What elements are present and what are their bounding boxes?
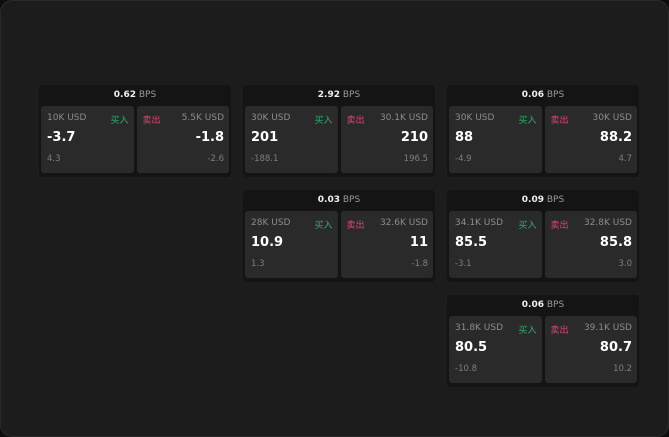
ask-size: 32.8K USD (583, 218, 632, 228)
quote-card: 2.92 BPS 30K USD 买入 201 -188.1 卖出 30.1K US… (243, 85, 435, 177)
spread-unit: BPS (546, 300, 565, 310)
sell-button[interactable]: 卖出 32.6K USD 11 -1.8 (340, 211, 433, 278)
bid-change: -3.1 (455, 259, 472, 269)
spread-value: 0.06 (521, 90, 544, 100)
bid-price: 80.5 (455, 340, 488, 355)
spread-unit: BPS (138, 90, 157, 100)
bid-size: 30K USD (251, 113, 291, 123)
sell-button[interactable]: 卖出 39.1K USD 80.7 10.2 (544, 316, 637, 383)
buy-button[interactable]: 28K USD 买入 10.9 1.3 (245, 211, 338, 278)
ask-change: 10.2 (613, 364, 632, 374)
bid-price: 201 (251, 130, 279, 145)
ask-change: -2.6 (207, 154, 224, 164)
spread-header: 0.06 BPS (447, 85, 639, 106)
buy-label: 买入 (314, 116, 333, 126)
sell-button[interactable]: 卖出 5.5K USD -1.8 -2.6 (136, 106, 229, 173)
ask-price: -1.8 (195, 130, 224, 145)
sell-label: 卖出 (142, 116, 161, 126)
sell-label: 卖出 (346, 221, 365, 231)
sell-label: 卖出 (550, 116, 569, 126)
spread-header: 0.62 BPS (39, 85, 231, 106)
bid-size: 30K USD (455, 113, 495, 123)
ask-price: 88.2 (599, 130, 632, 145)
ask-size: 30K USD (592, 113, 632, 123)
sell-button[interactable]: 卖出 30K USD 88.2 4.7 (544, 106, 637, 173)
ask-change: -1.8 (411, 259, 428, 269)
ask-change: 196.5 (403, 154, 428, 164)
spread-value: 0.06 (521, 300, 544, 310)
spread-value: 0.09 (521, 195, 544, 205)
ask-price: 80.7 (599, 340, 632, 355)
buy-button[interactable]: 10K USD 买入 -3.7 4.3 (41, 106, 134, 173)
sell-button[interactable]: 卖出 30.1K USD 210 196.5 (340, 106, 433, 173)
ask-price: 210 (400, 130, 428, 145)
buy-label: 买入 (518, 326, 537, 336)
quote-card: 0.03 BPS 28K USD 买入 10.9 1.3 卖出 32.6K USD … (243, 190, 435, 282)
quote-card: 0.09 BPS 34.1K USD 买入 85.5 -3.1 卖出 32.8K U… (447, 190, 639, 282)
bid-change: -188.1 (251, 154, 279, 164)
spread-value: 0.03 (317, 195, 340, 205)
spread-unit: BPS (342, 90, 361, 100)
buy-button[interactable]: 30K USD 买入 88 -4.9 (449, 106, 542, 173)
spread-value: 0.62 (113, 90, 136, 100)
quote-card: 0.06 BPS 30K USD 买入 88 -4.9 卖出 30K USD 88.… (447, 85, 639, 177)
spread-unit: BPS (342, 195, 361, 205)
sell-label: 卖出 (550, 221, 569, 231)
spread-value: 2.92 (317, 90, 340, 100)
spread-header: 2.92 BPS (243, 85, 435, 106)
bid-price: 85.5 (455, 235, 488, 250)
spread-header: 0.06 BPS (447, 295, 639, 316)
quote-card: 0.62 BPS 10K USD 买入 -3.7 4.3 卖出 5.5K USD -… (39, 85, 231, 177)
bid-size: 10K USD (47, 113, 87, 123)
bid-price: -3.7 (47, 130, 76, 145)
spread-unit: BPS (546, 195, 565, 205)
sell-label: 卖出 (346, 116, 365, 126)
ask-change: 3.0 (618, 259, 632, 269)
bid-size: 34.1K USD (455, 218, 504, 228)
ask-size: 39.1K USD (583, 323, 632, 333)
spread-unit: BPS (546, 90, 565, 100)
buy-button[interactable]: 34.1K USD 买入 85.5 -3.1 (449, 211, 542, 278)
quote-card: 0.06 BPS 31.8K USD 买入 80.5 -10.8 卖出 39.1K … (447, 295, 639, 387)
spread-header: 0.09 BPS (447, 190, 639, 211)
ask-size: 5.5K USD (181, 113, 224, 123)
bid-change: -10.8 (455, 364, 477, 374)
bid-size: 31.8K USD (455, 323, 504, 333)
ask-price: 11 (409, 235, 428, 250)
buy-button[interactable]: 30K USD 买入 201 -188.1 (245, 106, 338, 173)
buy-button[interactable]: 31.8K USD 买入 80.5 -10.8 (449, 316, 542, 383)
sell-button[interactable]: 卖出 32.8K USD 85.8 3.0 (544, 211, 637, 278)
buy-label: 买入 (518, 221, 537, 231)
bid-size: 28K USD (251, 218, 291, 228)
buy-label: 买入 (110, 116, 129, 126)
ask-price: 85.8 (599, 235, 632, 250)
bid-price: 88 (455, 130, 474, 145)
buy-label: 买入 (314, 221, 333, 231)
ask-size: 32.6K USD (379, 218, 428, 228)
ask-size: 30.1K USD (379, 113, 428, 123)
bid-change: 4.3 (47, 154, 61, 164)
sell-label: 卖出 (550, 326, 569, 336)
ask-change: 4.7 (618, 154, 632, 164)
buy-label: 买入 (518, 116, 537, 126)
spread-header: 0.03 BPS (243, 190, 435, 211)
bid-price: 10.9 (251, 235, 284, 250)
bid-change: 1.3 (251, 259, 265, 269)
bid-change: -4.9 (455, 154, 472, 164)
